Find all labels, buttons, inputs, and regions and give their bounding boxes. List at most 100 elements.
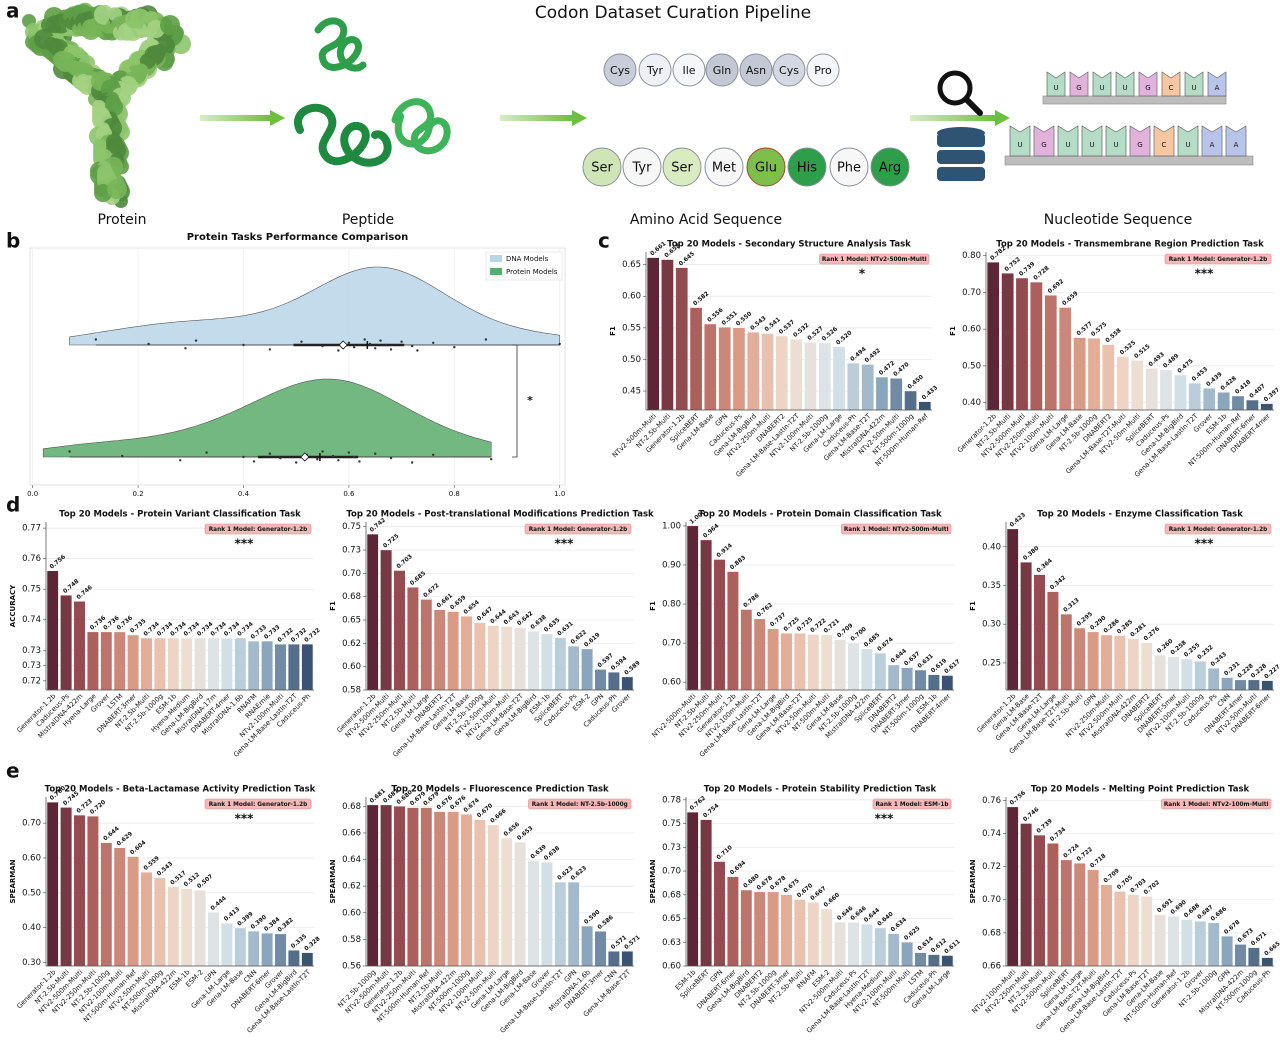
data-point — [432, 341, 435, 344]
protein-atom — [94, 4, 114, 25]
data-point — [121, 454, 124, 458]
strand-platform — [1004, 155, 1254, 166]
value-label: 0.746 — [76, 585, 94, 601]
y-tick-label: 0.62 — [342, 639, 361, 649]
data-point — [389, 348, 393, 351]
mean-diamond — [338, 340, 348, 350]
bar — [500, 626, 513, 691]
nucleotide — [1115, 71, 1135, 97]
value-label: 0.670 — [476, 803, 494, 819]
bar — [1217, 392, 1230, 411]
badge-box — [1164, 523, 1272, 535]
y-tick-label: 0.72 — [982, 862, 1001, 872]
y-tick-label: 0.65 — [342, 616, 361, 626]
nucleotide — [1033, 125, 1055, 157]
bar — [1020, 823, 1032, 967]
bar — [1140, 896, 1153, 967]
bar — [767, 628, 779, 691]
bar — [740, 609, 753, 691]
y-tick-label: 0.76 — [22, 554, 41, 564]
bar — [567, 645, 580, 691]
db-disk — [937, 167, 985, 181]
bar — [689, 307, 703, 411]
bar — [541, 862, 553, 967]
bar — [941, 675, 954, 691]
nucleotide-label: G — [1145, 84, 1150, 92]
badge: Rank 1 Model: NTv2-500m-Multi — [822, 257, 927, 263]
y-tick-label: 0.63 — [662, 938, 681, 948]
amino-acid — [806, 53, 840, 87]
nucleotide-label: U — [1099, 84, 1104, 92]
value-label: 0.423 — [1009, 512, 1027, 528]
significance: *** — [235, 537, 255, 551]
stage-label: Nucleotide Sequence — [1044, 212, 1193, 228]
value-label: 0.739 — [1036, 818, 1054, 834]
bar — [474, 819, 486, 967]
amino-acid — [705, 53, 739, 87]
bar — [753, 618, 766, 691]
y-tick-label: 0.40 — [22, 923, 41, 933]
data-point — [490, 458, 493, 461]
value-label: 0.575 — [1090, 322, 1108, 338]
nucleotide — [1138, 71, 1158, 97]
value-label: 0.654 — [463, 600, 481, 616]
y-tick-label: 0.72 — [22, 676, 41, 686]
peptide — [294, 103, 392, 167]
bar — [154, 637, 166, 691]
nucleotide — [1069, 71, 1089, 97]
bar — [608, 672, 620, 691]
value-label: 0.914 — [716, 543, 734, 559]
value-label: 0.725 — [382, 533, 400, 549]
bar — [1047, 843, 1059, 967]
y-tick-label: 0.74 — [22, 615, 41, 625]
bar — [274, 933, 287, 967]
y-tick-label: 0.55 — [622, 323, 641, 333]
bar — [747, 332, 760, 411]
bar — [207, 912, 220, 967]
amino-acid-label: Cys — [610, 64, 630, 77]
bar — [46, 570, 59, 691]
database-icon — [937, 127, 985, 181]
badge-box — [841, 523, 952, 535]
y-tick-label: 0.70 — [662, 867, 681, 877]
bar — [433, 811, 446, 967]
value-label: 0.586 — [597, 915, 615, 931]
y-tick-label: 0.30 — [982, 620, 1001, 630]
bar — [780, 633, 793, 691]
bar — [928, 674, 940, 691]
value-label: 0.754 — [702, 803, 720, 819]
bar — [1033, 834, 1046, 967]
amino-acid-label: Glu — [755, 161, 777, 176]
y-tick-label: 0.60 — [22, 853, 41, 863]
nucleotide-label: U — [1191, 84, 1196, 92]
bar — [487, 625, 500, 691]
value-label: 0.631 — [557, 621, 575, 637]
data-point — [279, 456, 282, 460]
bar — [288, 950, 300, 967]
data-point — [352, 346, 356, 349]
value-label: 0.645 — [678, 251, 696, 267]
bar — [761, 333, 774, 411]
bar — [621, 951, 634, 967]
stage-label: Protein — [97, 212, 146, 228]
bar — [234, 927, 247, 967]
chart-title: Top 20 Models - Post-translational Modif… — [346, 510, 654, 520]
bar — [875, 376, 889, 411]
bar — [1159, 369, 1173, 411]
data-point — [294, 461, 298, 464]
bar — [527, 631, 540, 691]
bar — [847, 922, 860, 967]
y-tick-label: 0.70 — [962, 288, 981, 298]
bar — [1102, 344, 1115, 411]
amino-acid-label: Met — [712, 161, 736, 176]
amino-acid — [638, 53, 672, 87]
nucleotide — [1225, 125, 1247, 157]
value-label: 0.475 — [1177, 358, 1195, 374]
bar — [541, 633, 553, 691]
bar — [727, 571, 739, 691]
nucleotide-label: U — [1017, 141, 1022, 149]
value-label: 0.640 — [877, 911, 895, 927]
amino-acid — [870, 147, 910, 187]
bar — [140, 637, 153, 691]
bar — [621, 676, 634, 691]
